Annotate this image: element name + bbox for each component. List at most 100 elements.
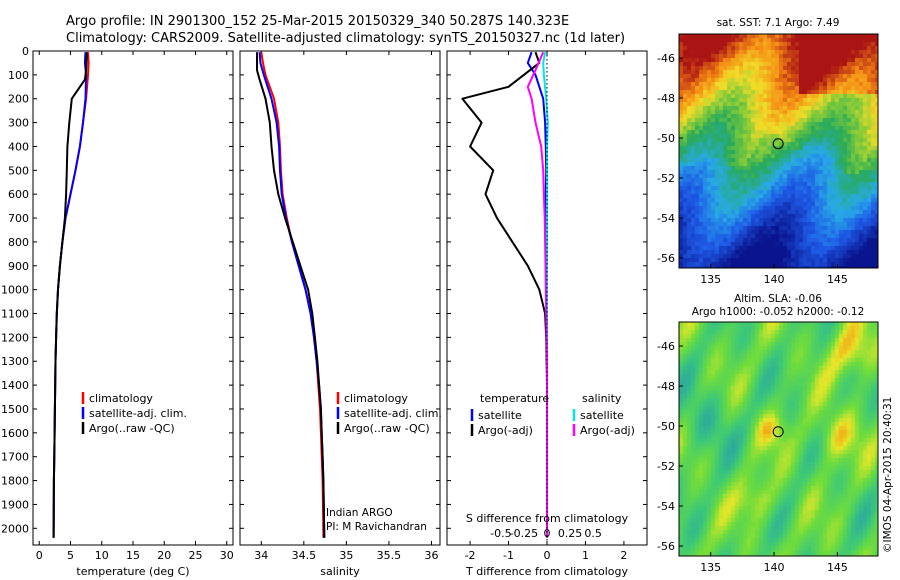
map-cell [835, 370, 840, 375]
map-cell [783, 374, 788, 379]
map-cell [679, 130, 684, 135]
map-cell [767, 226, 772, 231]
map-cell [771, 138, 776, 143]
map-cell [767, 190, 772, 195]
map-cell [855, 346, 860, 351]
map-cell [859, 434, 864, 439]
map-cell [683, 234, 688, 239]
map-cell [711, 378, 716, 383]
map-cell [787, 154, 792, 159]
map-cell [703, 170, 708, 175]
map-cell [807, 454, 812, 459]
map-cell [775, 166, 780, 171]
map-cell [875, 90, 878, 95]
map-cell [703, 74, 708, 79]
map-cell [831, 158, 836, 163]
map-cell [771, 378, 776, 383]
map-cell [747, 398, 752, 403]
map-cell [835, 230, 840, 235]
map-cell [795, 182, 800, 187]
map-cell [779, 326, 784, 331]
map-cell [727, 222, 732, 227]
map-cell [707, 114, 712, 119]
map-cell [835, 94, 840, 99]
map-cell [859, 366, 864, 371]
map-cell [783, 410, 788, 415]
map-cell [771, 322, 776, 327]
map-cell [695, 362, 700, 367]
map-cell [863, 42, 868, 47]
map-cell [823, 398, 828, 403]
map-cell [727, 158, 732, 163]
map-cell [699, 370, 704, 375]
map-cell [811, 322, 816, 327]
map-cell [823, 346, 828, 351]
map-cell [815, 190, 820, 195]
map-cell [767, 366, 772, 371]
map-cell [711, 50, 716, 55]
map-cell [731, 414, 736, 419]
y-tick-label: 1800 [1, 475, 29, 488]
map-cell [787, 214, 792, 219]
map-cell [799, 46, 804, 51]
map-cell [739, 114, 744, 119]
map-cell [687, 334, 692, 339]
map-cell [775, 338, 780, 343]
map-cell [855, 110, 860, 115]
map-cell [831, 354, 836, 359]
map-x-tick-label: 140 [764, 273, 785, 286]
map-cell [835, 150, 840, 155]
map-cell [803, 330, 808, 335]
map-cell [723, 326, 728, 331]
map-cell [723, 130, 728, 135]
map-cell [795, 258, 800, 263]
map-cell [839, 402, 844, 407]
map-cell [711, 202, 716, 207]
map-cell [783, 70, 788, 75]
map-cell [695, 250, 700, 255]
map-cell [695, 166, 700, 171]
map-cell [775, 406, 780, 411]
map-cell [703, 82, 708, 87]
map-cell [807, 350, 812, 355]
map-cell [739, 34, 744, 39]
map-cell [847, 382, 852, 387]
map-cell [803, 322, 808, 327]
map-cell [699, 438, 704, 443]
map-cell [859, 178, 864, 183]
map-cell [875, 434, 878, 439]
map-cell [763, 78, 768, 83]
map-cell [719, 354, 724, 359]
map-cell [743, 446, 748, 451]
map-cell [835, 74, 840, 79]
map-cell [739, 258, 744, 263]
map-cell [767, 218, 772, 223]
map-cell [791, 146, 796, 151]
map-cell [839, 422, 844, 427]
map-cell [811, 358, 816, 363]
map-cell [747, 426, 752, 431]
map-cell [799, 214, 804, 219]
map-cell [755, 62, 760, 67]
map-cell [847, 110, 852, 115]
map-cell [679, 166, 684, 171]
map-cell [747, 42, 752, 47]
map-cell [851, 178, 856, 183]
map-cell [827, 354, 832, 359]
map-cell [811, 62, 816, 67]
map-cell [867, 210, 872, 215]
map-cell [811, 362, 816, 367]
map-cell [783, 422, 788, 427]
map-cell [771, 54, 776, 59]
map-cell [775, 214, 780, 219]
map-cell [863, 374, 868, 379]
map-cell [715, 266, 720, 268]
map-cell [799, 322, 804, 327]
map-cell [747, 210, 752, 215]
map-cell [823, 98, 828, 103]
map-cell [691, 194, 696, 199]
map-cell [715, 334, 720, 339]
map-cell [831, 350, 836, 355]
map-cell [683, 410, 688, 415]
map-cell [719, 178, 724, 183]
